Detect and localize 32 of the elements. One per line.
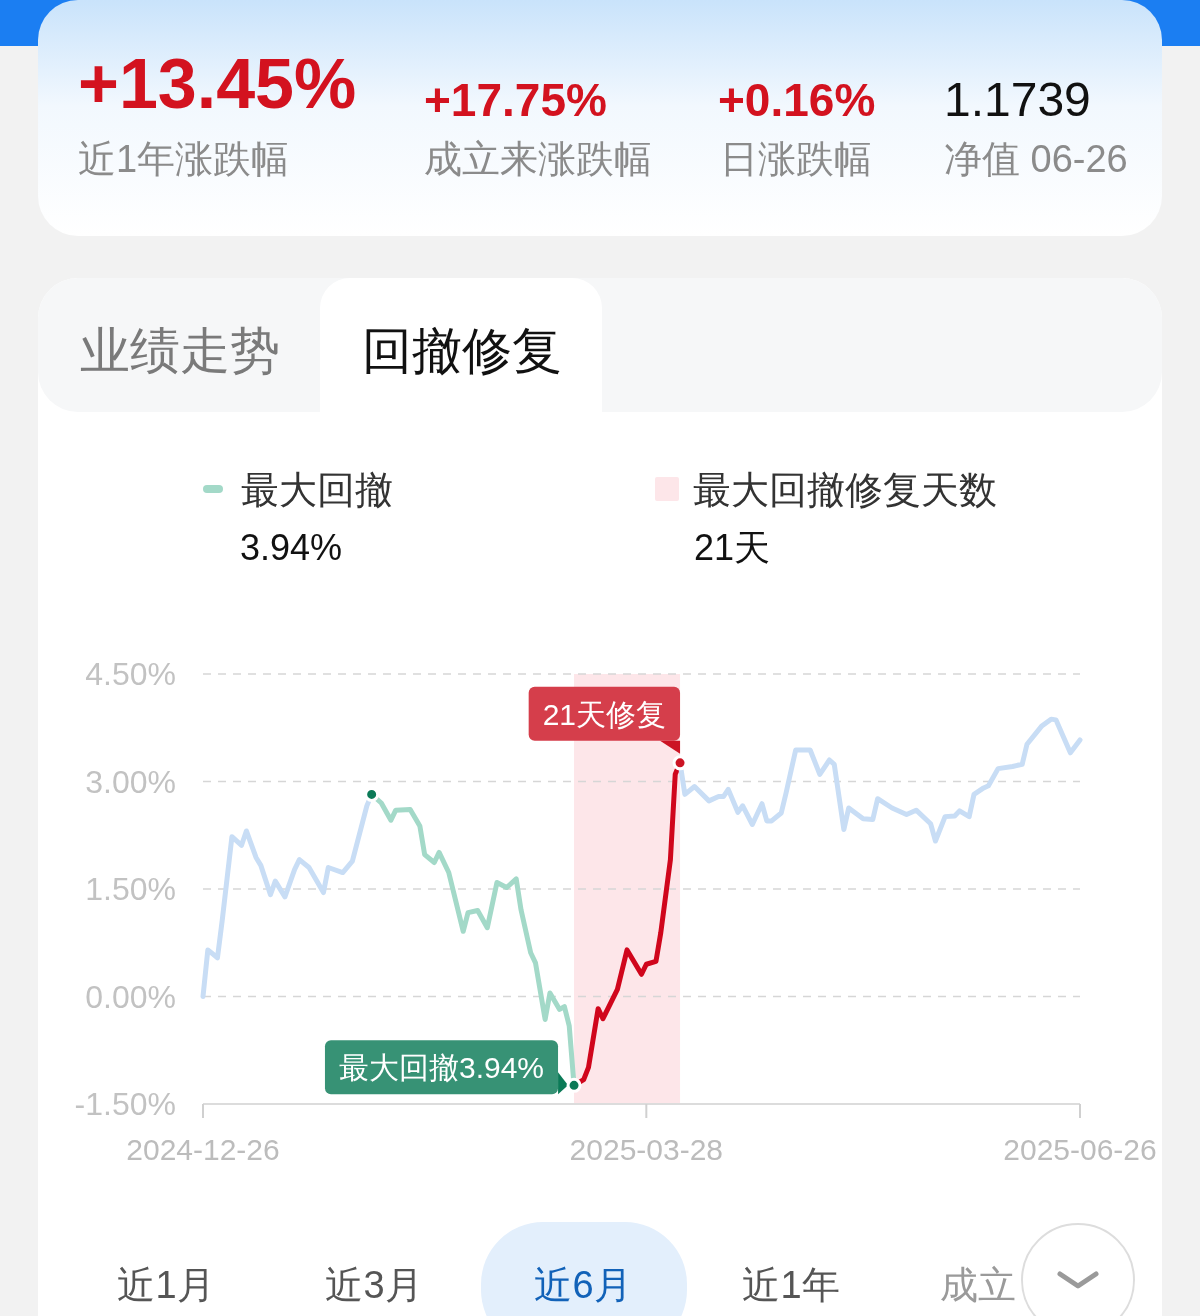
- text: 近3月: [325, 1264, 423, 1306]
- text: 近1月: [117, 1264, 215, 1306]
- text: 21天: [694, 527, 771, 568]
- x-tick-label: 2025-06-26: [1003, 1133, 1157, 1166]
- text: +13.45%: [78, 45, 357, 123]
- text: 成立: [940, 1264, 1016, 1306]
- x-tick-label: 2024-12-26: [126, 1133, 280, 1166]
- text: 3.94%: [240, 527, 343, 568]
- y-tick-label: -1.50%: [74, 1086, 176, 1122]
- legend-label: 最大回撤: [241, 469, 393, 511]
- text: +17.75%: [424, 74, 607, 126]
- annotation: 最大回撤3.94%: [338, 1051, 545, 1085]
- text: +0.16%: [718, 74, 876, 126]
- text: 成立来涨跌幅: [424, 138, 652, 180]
- text: 近1年涨跌幅: [78, 138, 290, 180]
- text: 近6月: [534, 1264, 632, 1306]
- text: 近1年: [742, 1264, 840, 1306]
- y-tick-label: 0.00%: [85, 978, 176, 1015]
- annotation: 21天修复: [542, 697, 667, 731]
- y-tick-label: 4.50%: [85, 656, 176, 692]
- text: 净值 06-26: [944, 138, 1128, 180]
- text: 1.1739: [944, 73, 1091, 126]
- y-tick-label: 1.50%: [85, 871, 176, 907]
- text: 日涨跌幅: [720, 138, 872, 180]
- legend-label: 最大回撤修复天数: [693, 469, 997, 511]
- point: [566, 1077, 582, 1093]
- callout: 最大回撤3.94%: [324, 1040, 569, 1095]
- text: 业绩走势: [80, 323, 280, 379]
- callout: 21天修复: [528, 686, 681, 754]
- text: 回撤修复: [362, 323, 562, 379]
- y-tick-label: 3.00%: [85, 763, 176, 800]
- x-tick-label: 2025-03-28: [569, 1133, 724, 1166]
